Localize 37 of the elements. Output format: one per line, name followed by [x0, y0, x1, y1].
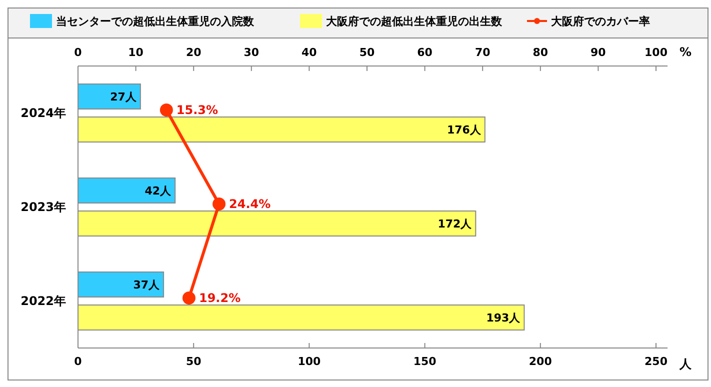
x2-tick-label: 60 [417, 46, 433, 59]
x2-tick-label: 0 [74, 46, 82, 59]
x2-tick-label: 70 [474, 46, 491, 59]
legend-label: 大阪府での超低出生体重児の出生数 [326, 14, 503, 28]
legend-label: 当センターでの超低出生体重児の入院数 [56, 14, 255, 28]
x2-tick-label: 80 [532, 46, 548, 59]
data-label: 172人 [438, 217, 473, 230]
x2-tick-label: 90 [590, 46, 606, 59]
x-axis-title: 人 [678, 357, 693, 371]
point [212, 198, 226, 210]
point [182, 292, 196, 304]
x-tick-label: 200 [528, 355, 552, 368]
data-label: 19.2% [198, 291, 241, 306]
x-tick-label: 150 [413, 355, 437, 368]
y-tick-label: 2022年 [20, 294, 66, 308]
data-label: 42人 [144, 184, 172, 198]
x-tick-label: 100 [298, 355, 322, 368]
point [160, 104, 173, 116]
x2-axis-title: % [680, 45, 692, 59]
x2-tick-label: 10 [128, 46, 144, 59]
data-label: 37人 [133, 278, 161, 292]
x2-tick-label: 30 [244, 46, 260, 59]
x2-tick-label: 20 [186, 46, 202, 59]
legend-label: 大阪府でのカバー率 [551, 14, 650, 28]
data-label: 24.4% [229, 197, 271, 212]
y-tick-label: 2024年 [20, 106, 66, 120]
x-tick-label: 250 [644, 355, 668, 368]
data-label: 193人 [486, 311, 522, 324]
y-tick-label: 2023年 [20, 200, 66, 214]
x-tick-label: 0 [74, 355, 82, 368]
data-label: 176人 [446, 123, 482, 136]
x-tick-label: 50 [186, 355, 202, 368]
x2-tick-label: 50 [359, 46, 375, 59]
x2-tick-label: 40 [302, 46, 318, 59]
data-label: 27人 [110, 90, 138, 104]
data-label: 15.3% [176, 103, 218, 118]
x2-tick-label: 100 [644, 46, 668, 59]
